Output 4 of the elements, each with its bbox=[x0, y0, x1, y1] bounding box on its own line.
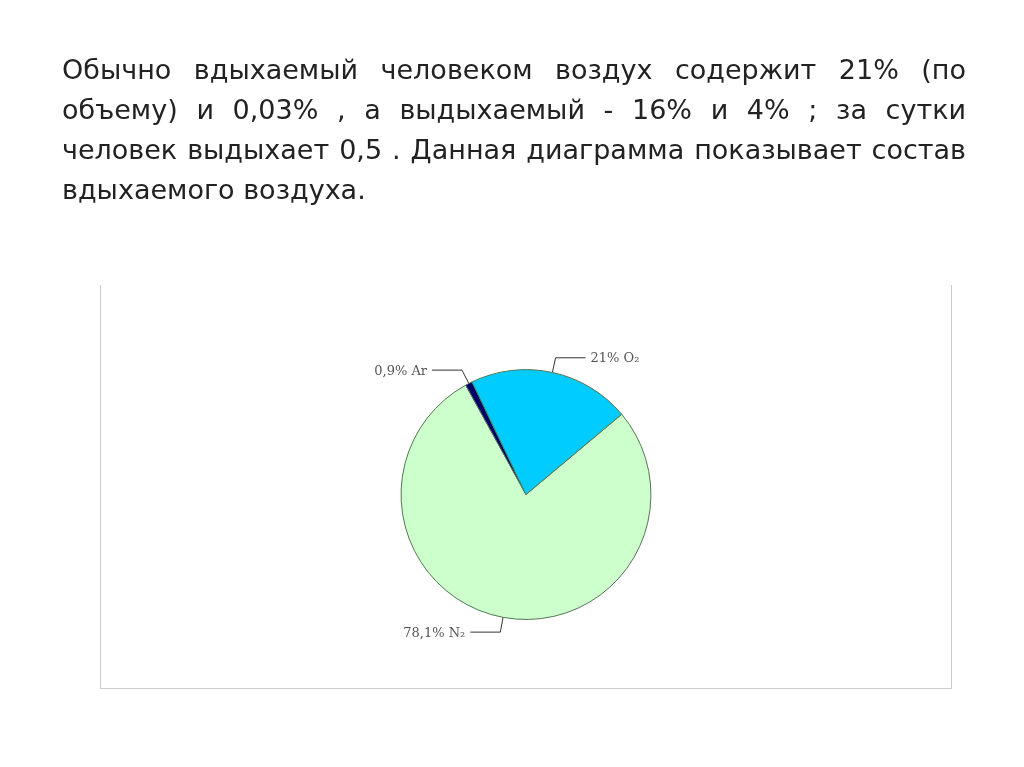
slice-label: 78,1% N₂ bbox=[403, 624, 466, 640]
slice-label: 21% O₂ bbox=[590, 350, 640, 366]
slice-label: 0,9% Ar bbox=[374, 362, 428, 378]
chart-title: Обычно вдыхаемый человеком воздух содержит 21% (по объему) и 0,03% , а выдыхаемый - 16% и 4% ; за сутки человек выдыхает 0,5 . Данная диаграмма показывает состав вдыхаемого воздуха. bbox=[62, 53, 966, 207]
